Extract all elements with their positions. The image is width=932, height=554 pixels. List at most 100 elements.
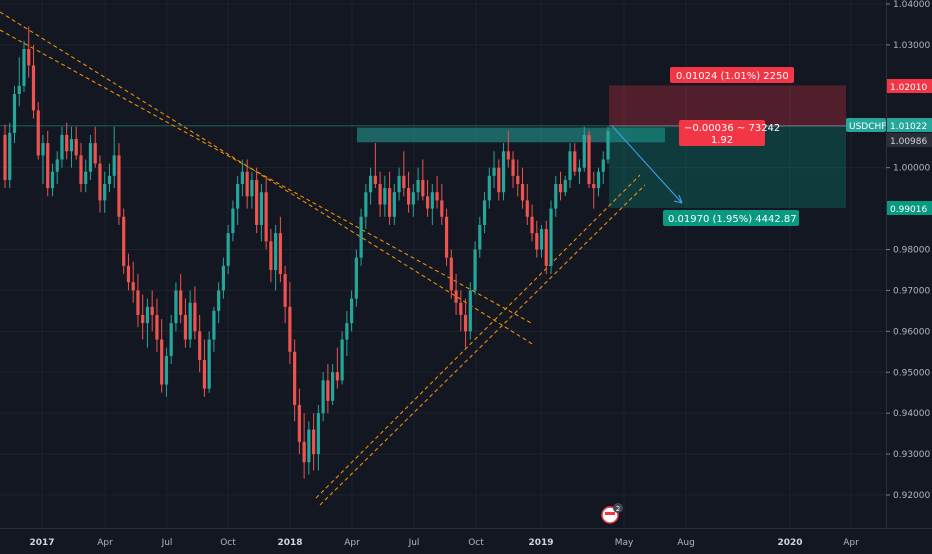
candle-body [463,314,468,332]
candle-body [364,192,368,217]
time-tick-label: 2017 [29,538,54,548]
time-axis[interactable]: 2017 Apr Jul Oct 2018 Apr Jul Oct 2019 May Aug 2020… [29,538,859,548]
candle-body [554,184,558,209]
candle-body [174,290,178,324]
candle-body [131,282,135,291]
candle-body [84,171,88,185]
candle-body [150,306,154,315]
take-profit-tag: 1.02010 [887,79,932,93]
candle-body [65,134,69,152]
candles [3,26,610,479]
candle-body [274,233,278,270]
candle-body [27,49,31,66]
candle-body [587,134,591,185]
middle-position-label[interactable]: −0.00036 ~ 73242 1.92 [679,120,780,146]
candle-body [359,216,363,258]
candle-body [103,184,107,201]
grid [0,0,886,528]
time-tick-label: Apr [843,538,859,548]
candle-body [145,306,150,324]
candle-body [449,257,453,291]
candle-body [468,290,472,332]
candle-body [141,314,145,324]
last-price-tag-text: 1.01022 [890,122,927,132]
candle-body [350,298,354,324]
candle-body [231,208,235,234]
risk-zone [609,85,846,126]
candle-body [226,233,230,266]
time-tick-label: Jul [161,538,173,548]
candle-body [497,167,501,193]
candle-body [411,192,415,205]
stop-level-tag-text: 0.99016 [890,205,927,215]
candle-body [331,372,335,401]
candle-body [435,192,439,201]
candle-body [193,302,197,332]
candle-body [264,192,268,242]
candle-body [544,229,548,266]
events-count: 2 [616,505,620,513]
candle-body [525,200,529,217]
candle-body [17,85,21,95]
price-tick-label: 0.93000 [893,450,930,460]
candle-body [373,175,377,185]
candle-body [316,413,320,455]
trendline [319,184,646,506]
price-tick-label: 0.95000 [893,368,930,378]
candle-body [36,110,40,156]
candle-body [269,241,273,270]
candle-body [93,143,97,164]
candle-body [321,380,325,414]
lower-position-label[interactable]: 0.01970 (1.95%) 4442.87 [663,210,799,226]
upper-position-label[interactable]: 0.01024 (1.01%) 2250 [670,67,794,83]
price-tick-label: 0.92000 [893,491,930,501]
candle-body [112,155,116,176]
candle-body [501,151,506,193]
candle-body [69,139,74,152]
candle-body [278,233,282,275]
candle-body [22,49,26,86]
candle-body [601,159,605,172]
candle-body [122,216,126,266]
time-tick-label: May [615,538,634,548]
last-price-tag: 1.01022 [887,118,932,132]
reference-price-tag-text: 1.00986 [890,137,927,147]
time-tick-label: Aug [677,538,695,548]
time-tick-label: Apr [97,538,113,548]
candle-body [155,314,159,340]
candle-body [250,179,254,197]
candle-body [345,323,349,340]
candle-body [421,179,425,197]
candle-body [582,134,586,168]
candle-body [312,429,316,455]
candle-body [492,167,496,176]
lower-position-label-text: 0.01970 (1.95%) 4442.87 [668,214,797,225]
projection-arrowhead [673,194,683,204]
price-axis[interactable]: 1.04000 1.03000 1.00000 0.98000 0.97000 0.960… [886,0,930,501]
candle-body [126,265,131,283]
candle-body [596,171,601,189]
candle-body [255,179,259,225]
candle-body [473,249,477,291]
time-tick-label: Apr [344,538,360,548]
candle-body [8,132,12,180]
price-tick-label: 0.98000 [893,246,930,256]
events-badge[interactable]: 2 [601,503,623,524]
candle-body [340,339,344,381]
middle-position-label-line1: −0.00036 ~ 73242 [684,123,780,134]
candle-body [245,171,249,197]
projection-arrow [611,125,683,204]
events-count-badge [613,503,623,513]
candle-body [568,151,572,180]
time-tick-label: Oct [220,538,236,548]
candle-body [335,372,339,381]
candle-body [117,155,121,217]
candle-body [164,355,169,385]
candle-body [297,404,301,442]
candle-body [516,175,520,185]
candle-body [88,143,93,172]
price-tick-label: 0.94000 [893,409,930,419]
price-tick-label: 0.96000 [893,327,930,337]
